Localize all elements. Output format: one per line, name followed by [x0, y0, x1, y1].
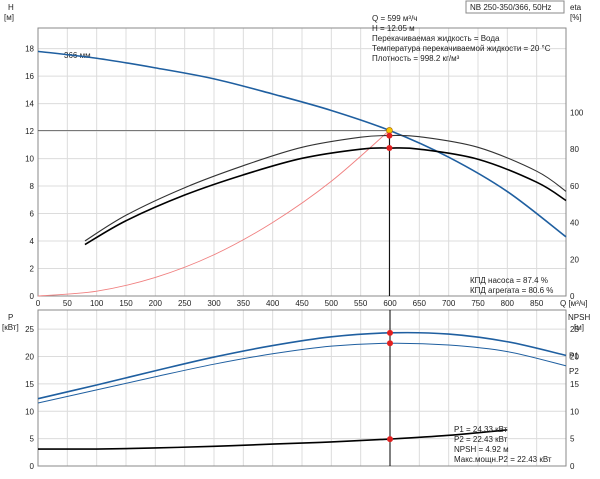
tick-label-q: 350: [237, 299, 251, 308]
info-line-upper: Q = 599 м³/ч: [372, 14, 417, 23]
tick-label-q: 450: [295, 299, 309, 308]
series-line-head: [37, 50, 567, 238]
tick-label-eta: 40: [570, 219, 579, 228]
tick-label-p: 0: [30, 462, 35, 471]
tick-label-h: 14: [25, 100, 34, 109]
tick-label-h: 0: [30, 292, 35, 301]
duty-marker-lower: [387, 329, 393, 336]
tick-label-h: 6: [30, 210, 35, 219]
info-line-upper: Перекачиваемая жидкость = Вода: [372, 34, 500, 43]
tick-label-eta: 0: [570, 292, 575, 301]
tick-label-npsh: 0: [570, 462, 575, 471]
tick-label-h: 10: [25, 155, 34, 164]
duty-marker: [386, 145, 393, 152]
tick-label-h: 4: [30, 237, 35, 246]
title-box-text: NB 250-350/366, 50Hz: [470, 3, 551, 12]
tick-label-h: 12: [25, 127, 34, 136]
tick-label-q: 250: [178, 299, 192, 308]
title-box: [465, 0, 565, 14]
tick-label-npsh: 25: [570, 325, 579, 334]
tick-label-q: 150: [119, 299, 133, 308]
tick-label-q: 550: [354, 299, 368, 308]
right-axis-unit-eta: [%]: [570, 13, 582, 22]
series-line-P2: [37, 342, 567, 404]
tick-label-eta: 20: [570, 255, 579, 264]
tick-label-q: 200: [149, 299, 163, 308]
tick-label-eta: 60: [570, 182, 579, 191]
tick-label-q: 650: [413, 299, 427, 308]
lower-plot-frame: [37, 309, 567, 467]
tick-label-q: 50: [63, 299, 72, 308]
tick-label-q: 850: [530, 299, 544, 308]
x-axis-label-q: Q [м³/ч]: [560, 299, 587, 308]
right-axis-label-eta: eta: [570, 3, 582, 12]
tick-label-q: 750: [471, 299, 485, 308]
info-line-lower: NPSH = 4.92 м: [454, 445, 509, 454]
series-line-P1: [37, 331, 567, 400]
tick-label-q: 700: [442, 299, 456, 308]
series-line-eta-unit: [84, 147, 567, 246]
info-line-upper: Температура перекачиваемой жидкости = 20…: [372, 44, 551, 53]
left-axis-unit-p: [кВт]: [2, 323, 19, 332]
series-label-P2: P2: [569, 367, 579, 376]
duty-marker-lower: [387, 436, 393, 443]
left-axis-unit-h: [м]: [4, 13, 14, 22]
info-line-upper: H = 12.05 м: [372, 24, 415, 33]
tick-label-q: 300: [207, 299, 221, 308]
tick-label-eta: 100: [570, 108, 584, 117]
tick-label-h: 2: [30, 265, 35, 274]
info-line-lower: P2 = 22.43 кВт: [454, 435, 508, 444]
tick-label-q: 600: [383, 299, 397, 308]
series-label-P1: P1: [569, 351, 579, 360]
tick-label-q: 800: [501, 299, 515, 308]
tick-label-h: 18: [25, 45, 34, 54]
tick-label-p: 20: [25, 353, 34, 362]
tick-label-q: 0: [36, 299, 41, 308]
duty-marker: [386, 127, 393, 134]
left-axis-label-p: P: [8, 313, 13, 322]
tick-label-q: 400: [266, 299, 280, 308]
series-line-system: [37, 130, 390, 297]
tick-label-p: 25: [25, 325, 34, 334]
info-line-lower: P1 = 24.33 кВт: [454, 425, 508, 434]
info-line-upper: Плотность = 998.2 кг/м³: [372, 54, 460, 63]
tick-label-h: 16: [25, 72, 34, 81]
duty-marker-lower: [387, 340, 393, 347]
tick-label-p: 15: [25, 380, 34, 389]
info-line-lower: Макс.мощн.P2 = 22.43 кВт: [454, 455, 552, 464]
eta-info-unit: КПД агрегата = 80.6 %: [470, 286, 553, 295]
tick-label-npsh: 20: [570, 353, 579, 362]
left-axis-label-h: H: [8, 3, 14, 12]
tick-label-q: 100: [90, 299, 104, 308]
tick-label-p: 5: [30, 435, 35, 444]
right-axis-label-npsh: NPSH: [568, 313, 590, 322]
eta-info-pump: КПД насоса = 87.4 %: [470, 276, 548, 285]
series-line-eta-pump: [84, 134, 567, 242]
series-line-npsh: [37, 429, 508, 450]
right-axis-unit-npsh: [м]: [574, 323, 584, 332]
tick-label-eta: 80: [570, 145, 579, 154]
tick-label-npsh: 10: [570, 407, 579, 416]
tick-label-q: 500: [325, 299, 339, 308]
duty-marker: [386, 132, 393, 139]
tick-label-p: 10: [25, 407, 34, 416]
tick-label-npsh: 5: [570, 435, 575, 444]
upper-plot-frame: [37, 27, 567, 297]
tick-label-npsh: 15: [570, 380, 579, 389]
tick-label-h: 8: [30, 182, 35, 191]
